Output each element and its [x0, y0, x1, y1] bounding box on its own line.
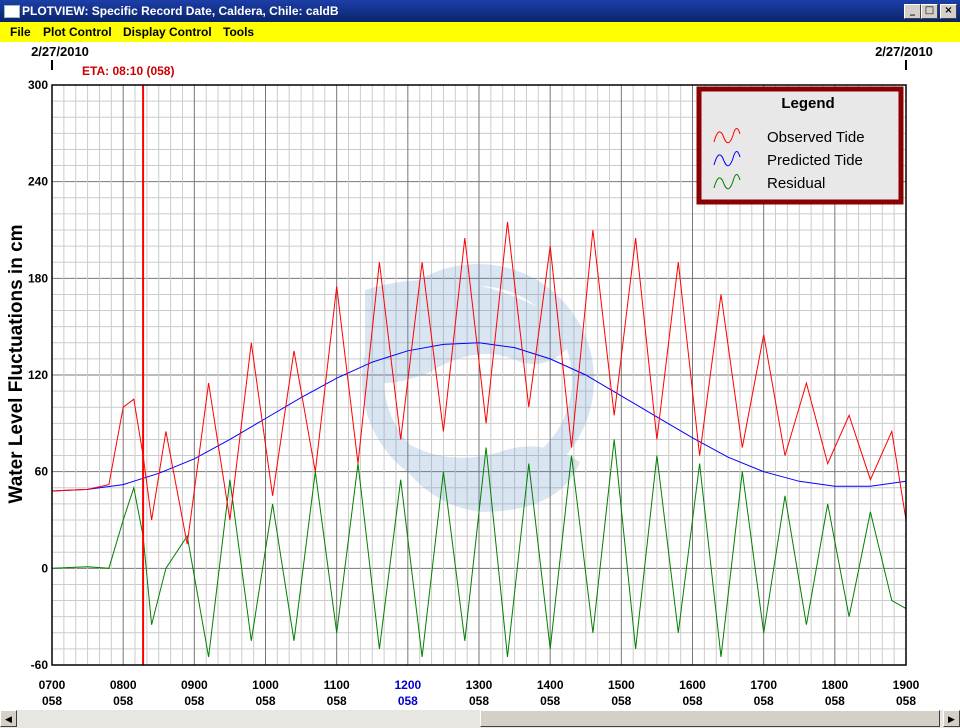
scroll-right-arrow-icon[interactable]: ▶: [943, 710, 960, 727]
x-tick-time-label: 1000: [252, 678, 279, 692]
legend-observed-label: Observed Tide: [767, 129, 865, 146]
menu-display-control[interactable]: Display Control: [123, 25, 212, 39]
x-tick-time-label: 1800: [821, 678, 848, 692]
y-axis-label: Water Level Fluctuations in cm: [6, 224, 27, 503]
y-tick-label: 60: [35, 465, 49, 479]
legend-predicted-swatch: [713, 151, 741, 167]
x-tick-day-label: 058: [184, 694, 204, 708]
x-tick-day-label: 058: [469, 694, 489, 708]
x-tick-time-label: 1500: [608, 678, 635, 692]
horizontal-scrollbar[interactable]: ◀ ▶: [0, 710, 960, 728]
x-tick-time-label: 1900: [893, 678, 920, 692]
legend-observed-swatch: [713, 128, 741, 144]
chart-area: 2/27/2010 2/27/2010 ETA: 08:10 (058) Wat…: [0, 42, 960, 710]
date-left-label: 2/27/2010: [31, 44, 89, 59]
legend-predicted-label: Predicted Tide: [767, 152, 863, 169]
tide-plot: 2/27/2010 2/27/2010 ETA: 08:10 (058) Wat…: [6, 44, 933, 708]
y-tick-label: 240: [28, 175, 48, 189]
x-tick-day-label: 058: [327, 694, 347, 708]
legend-box: Legend Observed Tide Predicted Tide Resi…: [696, 86, 904, 205]
plot-frame: [51, 84, 907, 666]
legend-residual-swatch: [713, 174, 741, 190]
x-tick-time-label: 1400: [537, 678, 564, 692]
x-tick-day-label: 058: [896, 694, 916, 708]
title-bar: PLOTVIEW: Specific Record Date, Caldera,…: [0, 0, 960, 22]
y-tick-label: 180: [28, 271, 48, 285]
x-tick-time-label: 1700: [750, 678, 777, 692]
x-tick-time-label: 0800: [110, 678, 137, 692]
maximize-button[interactable]: □: [921, 4, 938, 19]
y-tick-label: -60: [31, 658, 49, 672]
legend-title: Legend: [781, 95, 834, 112]
menu-tools[interactable]: Tools: [223, 25, 255, 39]
y-tick-label: 120: [28, 368, 48, 382]
series-residual: [51, 439, 907, 657]
menu-plot-control[interactable]: Plot Control: [43, 25, 112, 39]
x-tick-day-label: 058: [113, 694, 133, 708]
x-tick-time-label: 1600: [679, 678, 706, 692]
menu-file[interactable]: File: [10, 25, 31, 39]
x-tick-day-label: 058: [398, 694, 418, 708]
series-layer: [51, 221, 907, 657]
x-tick-time-label: 0700: [39, 678, 66, 692]
x-tick-time-label: 1300: [466, 678, 493, 692]
x-axis-ticks: 0700 058 0800 058 0900 058 1000 058 1100 058 1200 0…: [39, 678, 920, 708]
x-tick-day-label: 058: [42, 694, 62, 708]
menu-bar: File Plot Control Display Control Tools: [0, 22, 960, 42]
app-window-icon: [4, 5, 20, 18]
x-tick-day-label: 058: [754, 694, 774, 708]
x-tick-day-label: 058: [825, 694, 845, 708]
series-observed-tide: [51, 221, 907, 545]
window-title: PLOTVIEW: Specific Record Date, Caldera,…: [22, 4, 339, 18]
x-tick-time-label: 0900: [181, 678, 208, 692]
x-tick-time-label: 1200: [394, 678, 421, 692]
eta-label: ETA: 08:10 (058): [82, 64, 174, 78]
x-tick-time-label: 1100: [324, 678, 350, 692]
scroll-left-arrow-icon[interactable]: ◀: [0, 710, 17, 727]
scrollbar-thumb[interactable]: [480, 710, 940, 727]
y-axis-ticks: -60 0 60 120 180 240 300: [28, 78, 48, 672]
x-tick-day-label: 058: [611, 694, 631, 708]
x-tick-day-label: 058: [682, 694, 702, 708]
x-tick-day-label: 058: [540, 694, 560, 708]
minimize-button[interactable]: _: [904, 4, 921, 19]
y-tick-label: 300: [28, 78, 48, 92]
series-predicted-tide: [51, 342, 907, 492]
date-right-label: 2/27/2010: [875, 44, 933, 59]
legend-residual-label: Residual: [767, 175, 825, 192]
x-tick-day-label: 058: [255, 694, 275, 708]
y-tick-label: 0: [41, 561, 48, 575]
noaa-watermark: [362, 264, 594, 512]
close-button[interactable]: ×: [940, 4, 957, 19]
